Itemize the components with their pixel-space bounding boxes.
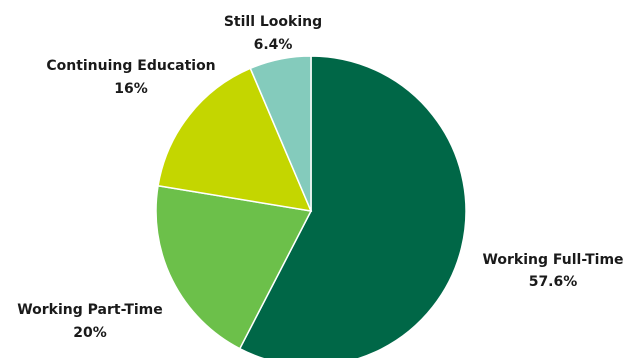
slice-name-working-part-time: Working Part-Time bbox=[17, 302, 163, 318]
pie-slice-working-part-time bbox=[155, 184, 313, 350]
slice-value-working-part-time: 20% bbox=[73, 325, 107, 341]
slice-value-still-looking: 6.4% bbox=[254, 37, 293, 53]
slice-label-working-full-time: Working Full-Time 57.6% bbox=[482, 252, 623, 290]
slice-name-continuing-education: Continuing Education bbox=[46, 58, 215, 74]
slice-label-continuing-education: Continuing Education 16% bbox=[46, 58, 215, 97]
pie-slice-continuing-education bbox=[157, 67, 313, 212]
slice-label-working-part-time: Working Part-Time 20% bbox=[17, 302, 163, 341]
pie-slice-still-looking bbox=[249, 55, 312, 212]
slice-value-working-full-time: 57.6% bbox=[529, 274, 578, 290]
slice-label-still-looking: Still Looking 6.4% bbox=[224, 14, 322, 53]
pie-slices bbox=[155, 55, 467, 358]
slice-name-still-looking: Still Looking bbox=[224, 14, 322, 30]
pie-slice-working-full-time bbox=[238, 55, 467, 358]
slice-name-working-full-time: Working Full-Time bbox=[482, 252, 623, 268]
slice-value-continuing-education: 16% bbox=[114, 81, 148, 97]
